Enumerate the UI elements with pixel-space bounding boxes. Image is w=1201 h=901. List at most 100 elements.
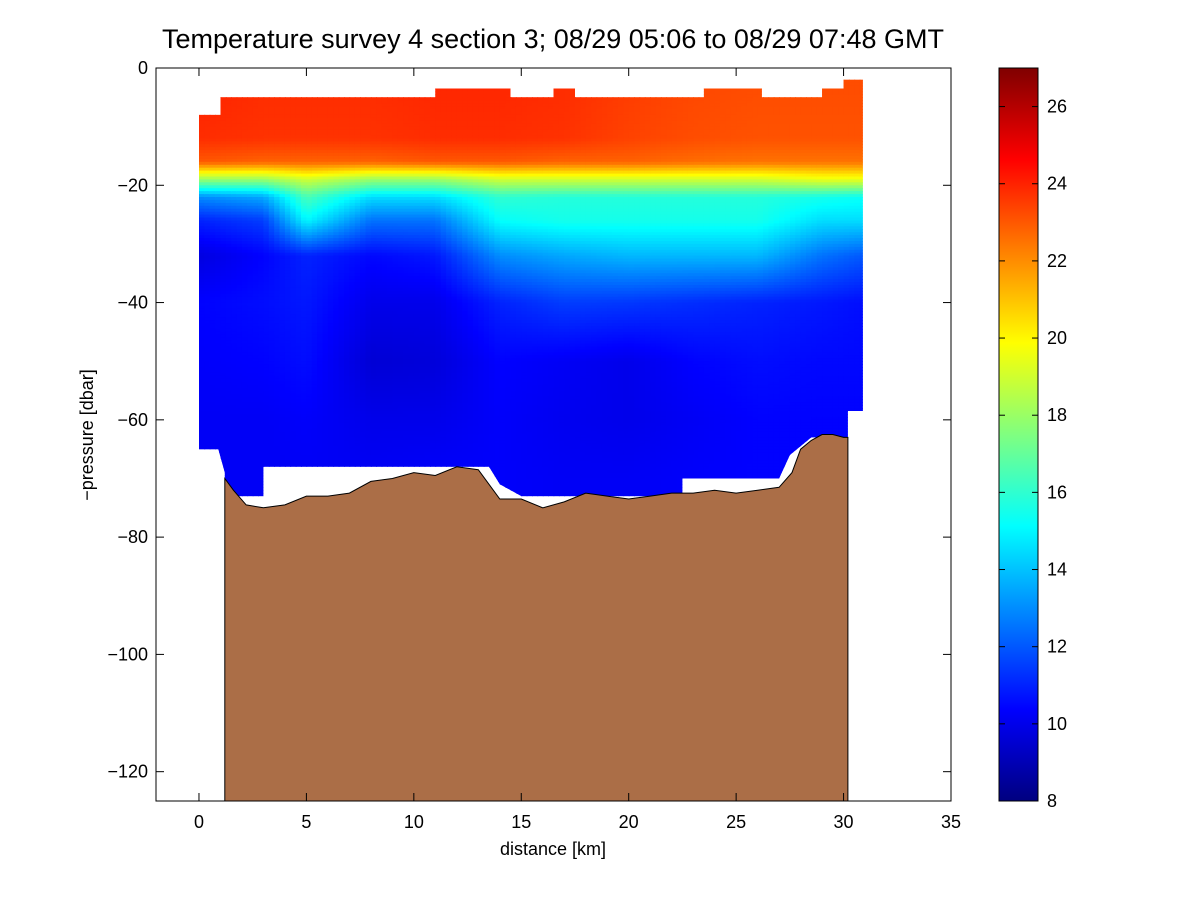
temperature-cell	[279, 258, 286, 263]
temperature-cell	[225, 317, 232, 321]
temperature-cell	[231, 452, 238, 456]
temperature-cell	[225, 460, 232, 465]
temperature-cell	[263, 112, 270, 116]
temperature-cell	[274, 349, 281, 354]
temperature-cell	[241, 117, 249, 122]
temperature-cell	[225, 153, 232, 157]
temperature-cell	[263, 156, 270, 160]
temperature-cell	[274, 241, 281, 245]
temperature-cell	[301, 114, 308, 119]
temperature-cell	[268, 106, 275, 110]
temperature-cell	[247, 290, 254, 295]
temperature-cell	[225, 343, 232, 348]
temperature-cell	[290, 402, 297, 406]
temperature-cell	[199, 164, 206, 169]
temperature-cell	[258, 399, 265, 403]
temperature-cell	[225, 431, 232, 436]
temperature-cell	[225, 261, 232, 266]
temperature-cell	[241, 419, 249, 424]
temperature-cell	[225, 320, 232, 324]
temperature-cell	[236, 147, 243, 151]
temperature-cell	[290, 252, 297, 257]
temperature-cell	[199, 320, 206, 324]
temperature-cell	[236, 387, 243, 392]
temperature-cell	[290, 416, 297, 421]
temperature-cell	[263, 246, 270, 251]
temperature-cell	[220, 416, 227, 421]
temperature-cell	[204, 252, 211, 257]
temperature-cell	[268, 112, 275, 116]
temperature-cell	[220, 202, 227, 207]
temperature-cell	[199, 428, 206, 433]
temperature-cell	[215, 314, 222, 318]
temperature-cell	[274, 264, 281, 269]
temperature-cell	[215, 422, 222, 427]
temperature-cell	[215, 147, 222, 151]
temperature-cell	[295, 399, 302, 403]
temperature-cell	[252, 472, 259, 477]
temperature-cell	[274, 414, 281, 418]
temperature-cell	[290, 205, 297, 210]
temperature-cell	[199, 282, 206, 286]
temperature-cell	[225, 258, 232, 263]
temperature-cell	[215, 235, 222, 239]
temperature-cell	[268, 285, 275, 289]
temperature-cell	[295, 302, 302, 307]
temperature-cell	[252, 129, 259, 134]
temperature-cell	[290, 120, 297, 125]
temperature-cell	[220, 252, 227, 257]
temperature-cell	[284, 320, 292, 324]
temperature-cell	[236, 364, 243, 368]
temperature-cell	[258, 408, 265, 412]
temperature-cell	[220, 337, 227, 342]
temperature-cell	[247, 241, 254, 245]
temperature-cell	[301, 123, 308, 128]
temperature-cell	[284, 100, 292, 104]
temperature-cell	[301, 282, 308, 286]
temperature-cell	[236, 484, 243, 488]
temperature-cell	[301, 106, 308, 110]
temperature-cell	[231, 208, 238, 213]
temperature-cell	[247, 314, 254, 318]
temperature-cell	[252, 103, 259, 107]
temperature-cell	[290, 211, 297, 216]
temperature-cell	[279, 414, 286, 418]
temperature-cell	[268, 314, 275, 318]
temperature-cell	[199, 158, 206, 163]
temperature-cell	[231, 416, 238, 421]
temperature-cell	[279, 176, 286, 181]
temperature-cell	[258, 343, 265, 348]
temperature-cell	[263, 279, 270, 283]
temperature-cell	[258, 481, 265, 486]
temperature-cell	[284, 337, 292, 342]
temperature-cell	[236, 100, 243, 104]
temperature-cell	[284, 97, 292, 101]
temperature-cell	[247, 117, 254, 122]
temperature-cell	[252, 252, 259, 257]
temperature-cell	[199, 393, 206, 398]
temperature-cell	[258, 285, 265, 289]
temperature-cell	[252, 156, 259, 160]
temperature-cell	[258, 279, 265, 283]
temperature-cell	[252, 326, 259, 330]
temperature-cell	[225, 399, 232, 403]
temperature-cell	[231, 440, 238, 445]
temperature-cell	[204, 343, 211, 348]
temperature-cell	[279, 238, 286, 242]
temperature-cell	[295, 455, 302, 459]
temperature-cell	[199, 117, 206, 122]
temperature-cell	[220, 153, 227, 157]
temperature-cell	[263, 138, 270, 143]
temperature-cell	[290, 138, 297, 143]
temperature-cell	[225, 384, 232, 389]
temperature-cell	[295, 267, 302, 272]
temperature-cell	[268, 458, 275, 462]
temperature-cell	[274, 402, 281, 406]
temperature-cell	[225, 358, 232, 362]
temperature-cell	[258, 270, 265, 274]
temperature-cell	[215, 246, 222, 251]
temperature-cell	[209, 208, 216, 213]
temperature-cell	[225, 264, 232, 269]
temperature-cell	[199, 208, 206, 213]
temperature-cell	[290, 176, 297, 181]
